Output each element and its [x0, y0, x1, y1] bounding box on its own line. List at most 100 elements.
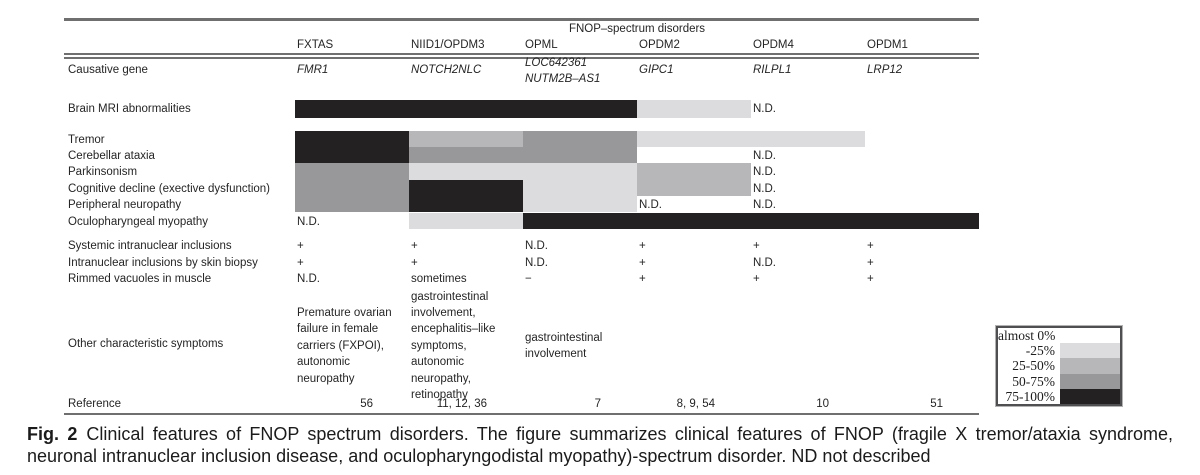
value-intranuclear-inclusions-by-skin-biopsy-niid1-opdm3: + — [411, 256, 418, 269]
reference-fxtas: 56 — [360, 398, 373, 410]
legend-label-25-50: 25-50% — [1012, 358, 1055, 374]
nd-label-peripheral-neuropathy-opdm2: N.D. — [639, 199, 662, 212]
table-rule-top — [64, 18, 979, 21]
value-rimmed-vacuoles-in-muscle-opml: − — [525, 273, 532, 285]
row-label-causative-gene: Causative gene — [68, 64, 148, 76]
row-label-parkinsonism: Parkinsonism — [68, 166, 138, 179]
legend-label-75-100: 75-100% — [1005, 388, 1056, 404]
symptoms-niid1-opdm3-line-2: encephalitis–like — [411, 323, 496, 336]
symptoms-niid1-opdm3-line-0: gastrointestinal — [411, 290, 489, 303]
table-rule-header-a — [64, 52, 979, 55]
value-systemic-intranuclear-inclusions-niid1-opdm3: + — [411, 240, 418, 252]
row-label-rimmed-vacuoles-in-muscle: Rimmed vacuoles in muscle — [68, 273, 212, 285]
symptoms-fxtas-line-1: failure in female — [297, 323, 379, 336]
table-rule-header-b — [64, 56, 979, 59]
row-label-systemic-intranuclear-inclusions: Systemic intranuclear inclusions — [68, 240, 232, 252]
value-systemic-intranuclear-inclusions-opdm1: + — [867, 240, 874, 252]
cell-parkinsonism-opml — [523, 163, 637, 180]
value-intranuclear-inclusions-by-skin-biopsy-fxtas: + — [297, 256, 304, 269]
cell-tremor-niid1-opdm3 — [409, 130, 523, 147]
cell-cerebellar-ataxia-opml — [523, 146, 637, 164]
cell-parkinsonism-fxtas — [295, 163, 409, 180]
row-label-cerebellar-ataxia: Cerebellar ataxia — [68, 149, 155, 162]
legend-swatch-almost-0 — [1060, 328, 1120, 344]
cell-cognitive-decline-exective-dysfunction-opml — [523, 179, 637, 197]
value-rimmed-vacuoles-in-muscle-opdm2: + — [639, 273, 646, 285]
symptoms-niid1-opdm3-line-4: autonomic — [411, 356, 465, 369]
caption-line-2: neuronal intranuclear inclusion disease,… — [27, 445, 931, 466]
gene-fmr1: FMR1 — [297, 64, 329, 76]
symptoms-niid1-opdm3-line-1: involvement, — [411, 306, 476, 319]
legend-label-25: -25% — [1025, 343, 1055, 359]
symptoms-opml-line-0: gastrointestinal — [525, 331, 603, 344]
legend-swatch-50-75 — [1060, 373, 1120, 389]
row-label-reference: Reference — [68, 398, 122, 410]
legend-row-25: -25% — [998, 343, 1120, 359]
column-header-opml: OPML — [525, 39, 558, 51]
nd-label-cognitive-decline-exective-dysfunction-opdm4: N.D. — [753, 182, 776, 195]
symptoms-fxtas-line-4: neuropathy — [297, 372, 355, 385]
cell-oculopharyngeal-myopathy-opdm4 — [751, 212, 865, 229]
cell-parkinsonism-opdm2 — [637, 163, 751, 180]
legend-label-50-75: 50-75% — [1012, 373, 1055, 389]
value-intranuclear-inclusions-by-skin-biopsy-opdm1: + — [867, 256, 874, 269]
table-rule-bottom — [64, 413, 979, 415]
value-rimmed-vacuoles-in-muscle-opdm1: + — [867, 273, 874, 285]
gene-lrp12: LRP12 — [867, 64, 903, 76]
column-header-opdm2: OPDM2 — [639, 39, 680, 51]
row-label-brain-mri-abnormalities: Brain MRI abnormalities — [68, 103, 191, 115]
nd-label-parkinsonism-opdm4: N.D. — [753, 166, 776, 179]
caption-text-1: Clinical features of FNOP spectrum disor… — [86, 424, 1173, 444]
value-systemic-intranuclear-inclusions-opdm2: + — [639, 240, 646, 252]
gene-loc642361: LOC642361 — [525, 57, 588, 69]
gene-gipc1: GIPC1 — [639, 64, 674, 76]
legend-row-50-75: 50-75% — [998, 373, 1120, 389]
value-systemic-intranuclear-inclusions-fxtas: + — [297, 240, 304, 252]
cell-peripheral-neuropathy-niid1-opdm3 — [409, 196, 523, 213]
cell-oculopharyngeal-myopathy-opdm2 — [637, 212, 751, 229]
legend-swatch-25 — [1060, 343, 1120, 359]
legend-row-25-50: 25-50% — [998, 358, 1120, 374]
cell-cognitive-decline-exective-dysfunction-fxtas — [295, 179, 409, 197]
cell-parkinsonism-niid1-opdm3 — [409, 163, 523, 180]
legend-box: almost 0% -25% 25-50% 50-75% 75-100% — [995, 325, 1123, 407]
cell-tremor-opml — [523, 130, 637, 147]
cell-cognitive-decline-exective-dysfunction-niid1-opdm3 — [409, 179, 523, 197]
value-rimmed-vacuoles-in-muscle-fxtas: N.D. — [297, 273, 320, 285]
legend-swatch-25-50 — [1060, 358, 1120, 374]
gene-rilpl1: RILPL1 — [753, 64, 792, 76]
value-intranuclear-inclusions-by-skin-biopsy-opdm2: + — [639, 256, 646, 269]
column-header-opdm4: OPDM4 — [753, 39, 794, 51]
row-label-tremor: Tremor — [68, 133, 105, 146]
reference-opml: 7 — [594, 398, 601, 410]
figure-caption: Fig. 2 Clinical features of FNOP spectrum… — [27, 424, 1173, 467]
symptoms-niid1-opdm3-line-6: retinopathy — [411, 388, 468, 401]
symptoms-niid1-opdm3-line-3: symptoms, — [411, 339, 467, 352]
reference-opdm4: 10 — [816, 398, 829, 410]
row-label-other-characteristic-symptoms: Other characteristic symptoms — [68, 338, 224, 350]
cell-oculopharyngeal-myopathy-opml — [523, 212, 637, 229]
cell-oculopharyngeal-myopathy-opdm1 — [865, 212, 979, 229]
symptoms-niid1-opdm3-line-5: neuropathy, — [411, 372, 471, 385]
row-label-oculopharyngeal-myopathy: Oculopharyngeal myopathy — [68, 215, 208, 228]
row-label-intranuclear-inclusions-by-skin-biopsy: Intranuclear inclusions by skin biopsy — [68, 256, 258, 269]
reference-opdm2: 8, 9, 54 — [676, 398, 715, 410]
value-intranuclear-inclusions-by-skin-biopsy-opml: N.D. — [525, 256, 548, 269]
nd-label-oculopharyngeal-myopathy-fxtas: N.D. — [297, 215, 320, 228]
cell-tremor-opdm2 — [637, 130, 751, 147]
cell-brain-mri-abnormalities-opml — [523, 100, 637, 118]
gene-notch2nlc: NOTCH2NLC — [411, 64, 482, 76]
cell-peripheral-neuropathy-opml — [523, 196, 637, 213]
symptoms-fxtas-line-2: carriers (FXPOI), — [297, 339, 384, 352]
nd-label-peripheral-neuropathy-opdm4: N.D. — [753, 199, 776, 212]
legend-row-75-100: 75-100% — [998, 388, 1120, 404]
value-systemic-intranuclear-inclusions-opml: N.D. — [525, 240, 548, 252]
cell-tremor-fxtas — [295, 130, 409, 147]
cell-brain-mri-abnormalities-fxtas — [295, 100, 409, 118]
column-header-fxtas: FXTAS — [297, 39, 334, 51]
reference-opdm1: 51 — [930, 398, 943, 410]
gene-nutm2b-as1: NUTM2B–AS1 — [525, 73, 601, 85]
legend-label-almost-0: almost 0% — [998, 328, 1056, 343]
caption-line-1: Fig. 2 Clinical features of FNOP spectrum… — [27, 424, 1173, 446]
